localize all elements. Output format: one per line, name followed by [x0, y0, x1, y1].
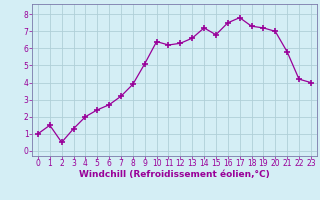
X-axis label: Windchill (Refroidissement éolien,°C): Windchill (Refroidissement éolien,°C): [79, 170, 270, 179]
